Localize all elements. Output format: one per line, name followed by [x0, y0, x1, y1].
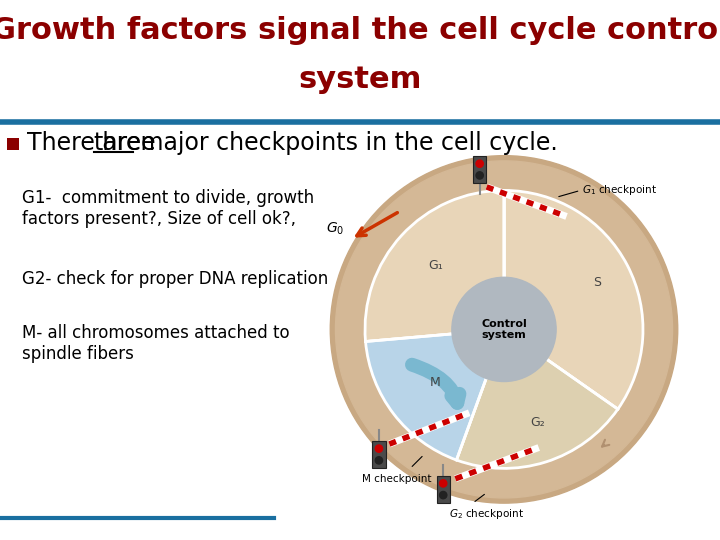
Circle shape [375, 445, 382, 453]
Circle shape [452, 277, 556, 382]
FancyBboxPatch shape [436, 476, 450, 503]
Text: M: M [430, 376, 441, 389]
Text: major checkpoints in the cell cycle.: major checkpoints in the cell cycle. [133, 131, 558, 154]
Wedge shape [456, 329, 618, 468]
Text: system: system [298, 65, 422, 94]
Text: M- all chromosomes attached to
spindle fibers: M- all chromosomes attached to spindle f… [22, 324, 289, 363]
Text: M checkpoint: M checkpoint [361, 474, 431, 484]
Bar [7, 138, 19, 150]
FancyBboxPatch shape [372, 441, 386, 468]
Wedge shape [504, 191, 643, 409]
Circle shape [330, 156, 678, 503]
Text: Growth factors signal the cell cycle control: Growth factors signal the cell cycle con… [0, 16, 720, 45]
Circle shape [439, 491, 447, 499]
Text: three: three [94, 131, 156, 154]
Text: $G_1$ checkpoint: $G_1$ checkpoint [582, 184, 657, 198]
Wedge shape [366, 329, 504, 460]
Circle shape [375, 457, 382, 464]
Circle shape [365, 191, 643, 468]
Text: Control
system: Control system [481, 319, 527, 340]
Circle shape [439, 480, 447, 487]
Circle shape [336, 161, 672, 498]
FancyBboxPatch shape [473, 156, 487, 183]
Text: $G_0$: $G_0$ [326, 220, 345, 237]
Circle shape [476, 160, 483, 167]
Text: G₁: G₁ [428, 259, 443, 272]
Text: G1-  commitment to divide, growth
factors present?, Size of cell ok?,: G1- commitment to divide, growth factors… [22, 189, 314, 228]
Text: There are: There are [27, 131, 148, 154]
Text: G₂: G₂ [531, 416, 545, 429]
Text: S: S [593, 275, 601, 288]
Text: $G_2$ checkpoint: $G_2$ checkpoint [449, 507, 524, 521]
Wedge shape [365, 191, 504, 341]
Circle shape [476, 172, 483, 179]
Text: G2- check for proper DNA replication: G2- check for proper DNA replication [22, 270, 328, 288]
